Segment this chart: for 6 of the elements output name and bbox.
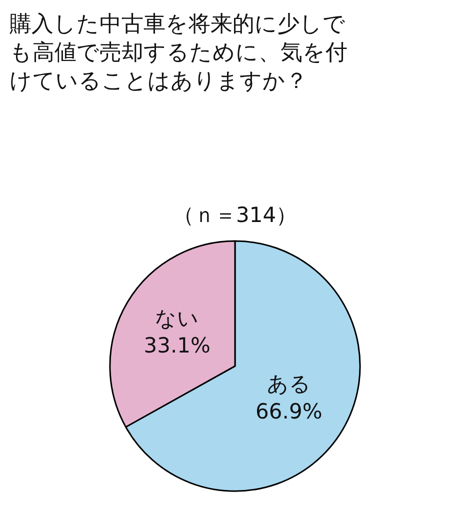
data-label: 33.1%: [144, 334, 210, 358]
slice-label: ない: [155, 306, 200, 330]
chart-subtitle: （ｎ＝314）: [173, 203, 298, 227]
chart-title: 購入した中古車を将来的に少しでも高値で売却するために、気を付けていることはありますか？: [9, 12, 348, 94]
data-label: 66.9%: [256, 399, 322, 424]
slice-label: ある: [266, 372, 311, 396]
